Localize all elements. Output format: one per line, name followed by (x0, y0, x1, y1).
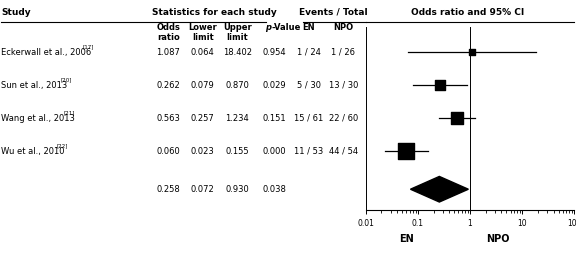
Text: 0.000: 0.000 (262, 147, 286, 156)
Text: 0.060: 0.060 (156, 147, 180, 156)
Text: 0.064: 0.064 (191, 47, 215, 57)
Text: 0.155: 0.155 (225, 147, 249, 156)
Text: 11 / 53: 11 / 53 (294, 147, 323, 156)
Text: 0.954: 0.954 (262, 47, 286, 57)
Text: 0.079: 0.079 (191, 81, 215, 90)
Point (401, 149, 411, 153)
Text: 0.151: 0.151 (262, 114, 286, 123)
Text: [21]: [21] (64, 110, 75, 115)
Text: NPO: NPO (334, 23, 353, 32)
Text: 1 / 24: 1 / 24 (297, 47, 321, 57)
Text: EN: EN (399, 234, 414, 244)
Text: p: p (265, 23, 271, 32)
Text: 22 / 60: 22 / 60 (329, 114, 358, 123)
Text: 13 / 30: 13 / 30 (329, 81, 358, 90)
Text: 0.072: 0.072 (191, 185, 215, 194)
Text: Odds ratio and 95% CI: Odds ratio and 95% CI (411, 8, 525, 17)
Text: 0.870: 0.870 (225, 81, 249, 90)
Text: Events / Total: Events / Total (299, 8, 367, 17)
Text: 44 / 54: 44 / 54 (329, 147, 358, 156)
Text: 5 / 30: 5 / 30 (297, 81, 321, 90)
Text: 0.023: 0.023 (191, 147, 215, 156)
Text: -Value: -Value (272, 23, 301, 32)
Text: Lower
limit: Lower limit (188, 23, 217, 42)
Text: 0.563: 0.563 (156, 114, 180, 123)
Text: 0.029: 0.029 (262, 81, 286, 90)
Text: 0.258: 0.258 (156, 185, 180, 194)
Text: NPO: NPO (487, 234, 510, 244)
Text: 18.402: 18.402 (223, 47, 252, 57)
Text: 0.262: 0.262 (156, 81, 180, 90)
Text: 0.038: 0.038 (262, 185, 286, 194)
Text: Wu et al., 2010: Wu et al., 2010 (1, 147, 65, 156)
Text: EN: EN (302, 23, 315, 32)
Text: 1 / 26: 1 / 26 (331, 47, 355, 57)
Text: Statistics for each study: Statistics for each study (152, 8, 276, 17)
Text: 1.234: 1.234 (225, 114, 249, 123)
Text: [20]: [20] (60, 77, 72, 82)
Text: 0.257: 0.257 (191, 114, 215, 123)
Text: 1.087: 1.087 (156, 47, 180, 57)
Text: [22]: [22] (56, 143, 68, 148)
Text: Wang et al., 2013: Wang et al., 2013 (1, 114, 75, 123)
Text: 15 / 61: 15 / 61 (294, 114, 323, 123)
Text: [17]: [17] (82, 44, 93, 49)
Text: Sun et al., 2013: Sun et al., 2013 (1, 81, 67, 90)
Text: 0.930: 0.930 (225, 185, 249, 194)
Point (452, 116, 461, 120)
Text: Upper
limit: Upper limit (223, 23, 252, 42)
Point (435, 83, 444, 87)
Text: Study: Study (1, 8, 31, 17)
Polygon shape (411, 177, 468, 202)
Text: Odds
ratio: Odds ratio (156, 23, 180, 42)
Point (467, 50, 476, 54)
Text: Eckerwall et al., 2006: Eckerwall et al., 2006 (1, 47, 92, 57)
